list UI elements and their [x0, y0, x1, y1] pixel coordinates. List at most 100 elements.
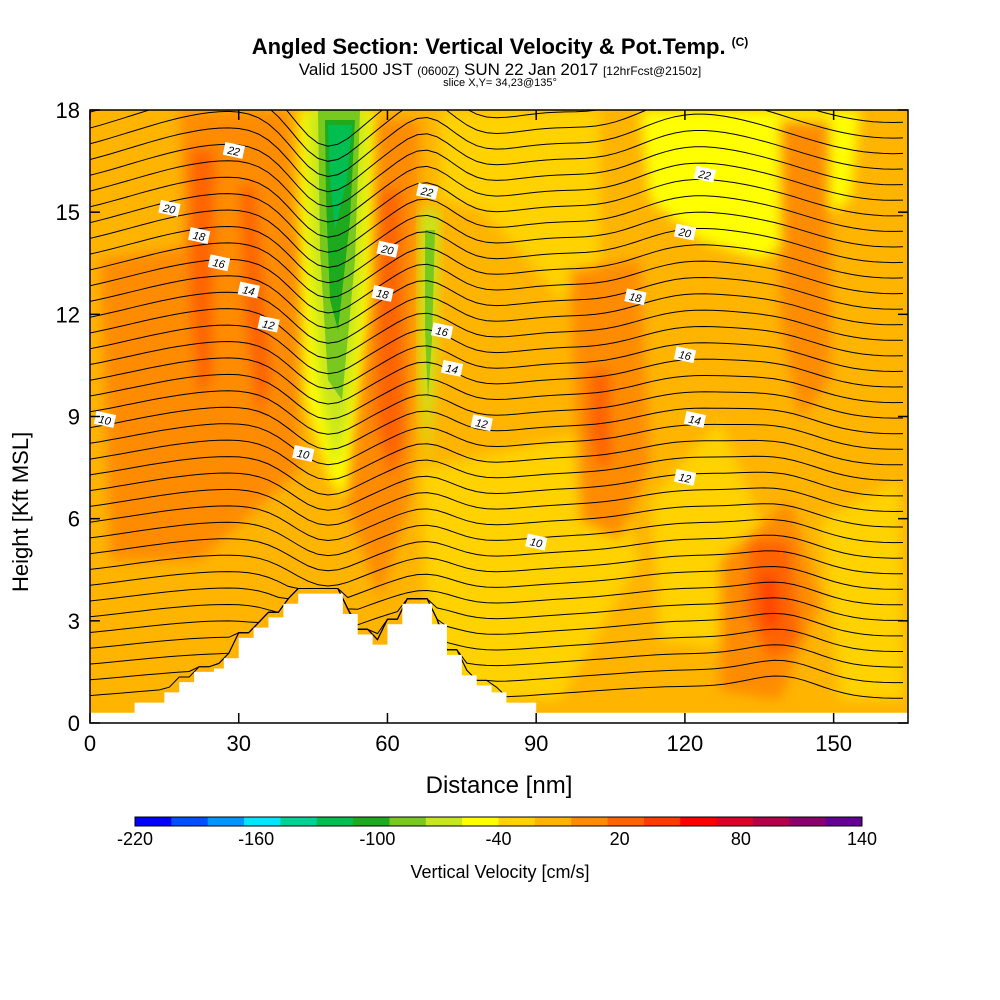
contour-label: 10 — [292, 445, 315, 462]
colorbar-swatch — [571, 817, 609, 826]
isentrope-line — [90, 534, 904, 572]
x-tick-label: 150 — [815, 731, 852, 756]
contour-label-text: 20 — [676, 226, 692, 241]
isentrope-line — [90, 439, 904, 481]
contour-label-bg — [693, 165, 716, 183]
contour-label-text: 20 — [379, 243, 395, 258]
contour-label-bg — [93, 410, 117, 428]
isentrope-line — [90, 550, 903, 587]
isentrope-line — [90, 390, 904, 435]
colorbar-swatch — [280, 817, 318, 826]
contour-label-text: 20 — [161, 202, 177, 217]
isentrope-line — [90, 242, 904, 299]
contour-label: 20 — [158, 199, 181, 217]
isentrope-line — [90, 487, 904, 526]
isentrope-line — [90, 209, 904, 269]
contour-label: 22 — [693, 165, 716, 183]
colorbar-swatch — [353, 817, 390, 826]
colorbar-swatch — [607, 817, 645, 826]
isentrope-line — [90, 471, 903, 511]
isentrope-line — [90, 110, 904, 147]
contour-label-bg — [673, 346, 697, 364]
contour-label: 12 — [470, 414, 493, 431]
isentrope-line — [90, 423, 904, 466]
contour-label-text: 16 — [677, 349, 692, 363]
contour-label-text: 12 — [677, 472, 691, 486]
isentrope-line — [90, 275, 904, 329]
y-tick-label: 3 — [68, 609, 80, 634]
isentrope-line — [90, 588, 903, 668]
contour-labels: 10 10 10 12 12 12 14 14 14 16 16 16 18 18 18 20 20 20 22 22… — [93, 141, 716, 551]
contour-label-bg — [237, 281, 260, 299]
contour-label: 18 — [624, 288, 647, 306]
contour-label: 14 — [683, 410, 707, 428]
contour-label: 16 — [430, 322, 454, 340]
x-tick-label: 120 — [667, 731, 704, 756]
contour-label-text: 16 — [211, 257, 226, 271]
isentrope-line — [90, 581, 903, 610]
contour-label-bg — [416, 182, 439, 200]
x-tick-label: 30 — [226, 731, 250, 756]
contour-label: 16 — [207, 254, 231, 272]
contour-label: 20 — [376, 240, 399, 258]
isentrope-line — [90, 518, 904, 557]
x-tick-label: 0 — [84, 731, 96, 756]
colorbar-swatch — [135, 817, 172, 826]
colorbar-swatch — [316, 817, 354, 826]
isentrope-line — [90, 588, 903, 684]
colorbar-swatch — [207, 817, 245, 826]
contour-label-bg — [430, 322, 454, 340]
colorbar-swatch — [425, 817, 463, 826]
y-tick-label: 18 — [56, 98, 80, 123]
isentrope-line — [90, 110, 904, 178]
colorbar-swatch — [716, 817, 754, 826]
colorbar-swatch — [462, 817, 499, 826]
contour-label-text: 22 — [696, 168, 711, 182]
colorbar-swatch — [534, 817, 572, 826]
isentrope-line — [90, 455, 904, 496]
isentrope-line — [90, 110, 904, 162]
colorbar-swatch — [244, 817, 281, 826]
contour-label-text: 18 — [375, 288, 390, 302]
contour-label-bg — [440, 359, 464, 377]
contour-label: 12 — [673, 468, 697, 486]
contour-label-bg — [371, 284, 394, 302]
colorbar-tick-label: 80 — [731, 829, 751, 849]
colorbar-swatch — [825, 817, 863, 826]
contour-label-bg — [683, 410, 707, 428]
contour-label-text: 18 — [628, 291, 643, 305]
y-tick-label: 12 — [56, 302, 80, 327]
isentrope-line — [90, 127, 904, 193]
colorbar-tick-label: -220 — [117, 829, 153, 849]
colorbar-tick-label: 140 — [847, 829, 877, 849]
contour-label-text: 10 — [296, 448, 311, 462]
contour-label: 14 — [237, 281, 260, 299]
isentrope-line — [90, 308, 904, 360]
colorbar-frame — [134, 816, 863, 827]
contour-label-text: 12 — [261, 318, 275, 332]
contour-label-bg — [222, 141, 246, 159]
colorbar-swatch — [789, 817, 827, 826]
chart-title: Angled Section: Vertical Velocity & Pot.… — [251, 34, 749, 59]
contour-label-bg — [673, 223, 697, 241]
contour-label: 12 — [257, 315, 280, 333]
colorbar-swatch — [680, 817, 718, 826]
isentrope-line — [90, 176, 904, 238]
contour-label: 22 — [416, 182, 439, 200]
y-tick-label: 0 — [68, 711, 80, 736]
isentrope-line — [90, 160, 904, 223]
contour-label-bg — [158, 199, 181, 217]
chart-subtitle: Valid 1500 JST (0600Z) SUN 22 Jan 2017 [… — [298, 60, 702, 79]
isentrope-line — [90, 340, 904, 390]
contour-label-text: 14 — [444, 363, 458, 377]
y-axis-label: Height [Kft MSL] — [8, 431, 33, 592]
terrain — [90, 593, 908, 723]
isentrope-line — [90, 565, 904, 599]
y-tick-label: 6 — [68, 507, 80, 532]
contour-label: 10 — [525, 533, 548, 551]
colorbar-tick-label: -100 — [359, 829, 395, 849]
contour-label-text: 14 — [687, 414, 701, 428]
colorbar: -220 -160 -100 -40 20 80 140 — [117, 816, 877, 849]
contour-label-bg — [292, 445, 315, 462]
